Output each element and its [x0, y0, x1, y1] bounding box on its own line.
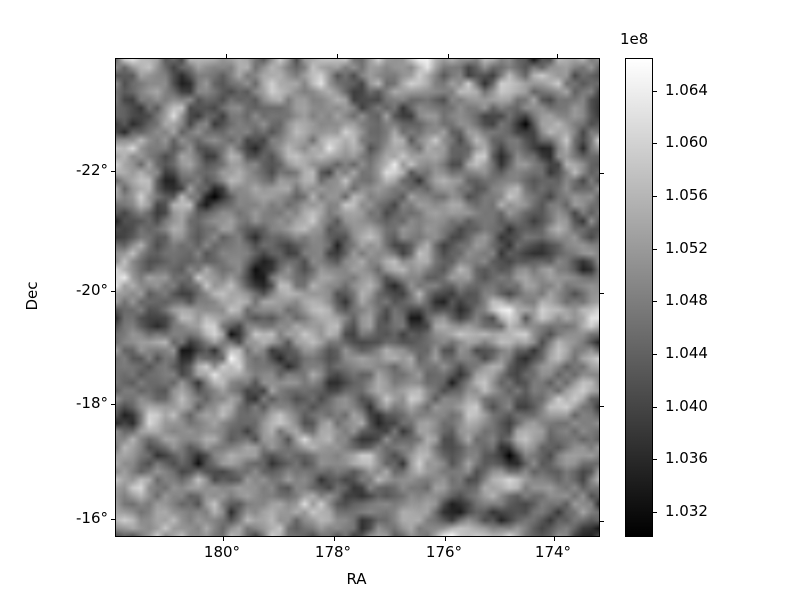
y-tick-mark-right: [600, 173, 604, 174]
x-tick-mark: [334, 537, 335, 541]
colorbar-tick-label: 1.032: [665, 502, 708, 520]
colorbar-axes: [625, 58, 657, 537]
y-tick-label: -16°: [76, 509, 108, 527]
x-tick-label: 176°: [425, 543, 463, 561]
colorbar-tick-label: 1.036: [665, 449, 708, 467]
colorbar-tick-label: 1.064: [665, 81, 708, 99]
colorbar-tick-mark: [653, 249, 657, 250]
colorbar-tick-mark: [653, 196, 657, 197]
colorbar-tick-mark: [653, 143, 657, 144]
y-tick-mark-right: [600, 293, 604, 294]
colorbar-tick-label: 1.060: [665, 133, 708, 151]
x-tick-mark-top: [448, 54, 449, 58]
colorbar-tick-mark: [653, 407, 657, 408]
x-tick-mark-top: [226, 54, 227, 58]
colorbar-tick-label: 1.040: [665, 397, 708, 415]
x-axis-label: RA: [346, 570, 367, 588]
x-tick-mark: [445, 537, 446, 541]
y-tick-mark-right: [600, 521, 604, 522]
y-tick-mark: [111, 404, 115, 405]
x-tick-label: 178°: [314, 543, 352, 561]
x-tick-label: 180°: [203, 543, 241, 561]
x-tick-mark: [554, 537, 555, 541]
colorbar-tick-label: 1.056: [665, 186, 708, 204]
colorbar-tick-mark: [653, 301, 657, 302]
x-tick-mark-top: [557, 54, 558, 58]
image-axes: [111, 54, 604, 541]
colorbar-tick-mark: [653, 459, 657, 460]
y-tick-mark: [111, 519, 115, 520]
y-tick-mark-right: [600, 406, 604, 407]
x-tick-label: 174°: [534, 543, 572, 561]
y-tick-label: -20°: [76, 281, 108, 299]
colorbar-tick-label: 1.044: [665, 344, 708, 362]
y-tick-mark: [111, 171, 115, 172]
colorbar-gradient: [626, 59, 652, 536]
y-tick-label: -22°: [76, 161, 108, 179]
x-tick-mark: [223, 537, 224, 541]
colorbar-tick-mark: [653, 512, 657, 513]
heatmap-image: [116, 59, 599, 536]
y-tick-label: -18°: [76, 394, 108, 412]
colorbar-tick-label: 1.052: [665, 239, 708, 257]
y-axis-label: Dec: [23, 281, 41, 311]
colorbar-offset-text: 1e8: [620, 30, 649, 48]
y-tick-mark: [111, 291, 115, 292]
colorbar-tick-mark: [653, 91, 657, 92]
x-tick-mark-top: [337, 54, 338, 58]
colorbar-tick-label: 1.048: [665, 291, 708, 309]
colorbar-tick-mark: [653, 354, 657, 355]
